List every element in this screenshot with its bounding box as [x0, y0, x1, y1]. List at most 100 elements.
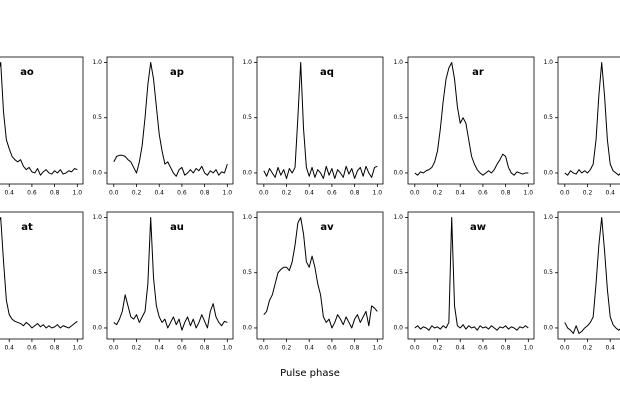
x-tick-label: 0.4: [4, 190, 14, 197]
x-tick-label: 1.0: [524, 190, 534, 197]
axes-frame: [106, 211, 234, 340]
axes-frame: [557, 211, 620, 340]
x-tick-label: 0.4: [154, 345, 164, 352]
y-tick-label: 1.0: [543, 214, 553, 221]
y-tick-label: 1.0: [92, 214, 102, 221]
x-tick-label: 0.4: [605, 345, 615, 352]
y-tick-label: 0.0: [92, 169, 102, 176]
x-tick-label: 0.2: [583, 190, 593, 197]
x-axis-label: Pulse phase: [280, 368, 340, 379]
x-tick-label: 0.0: [109, 345, 119, 352]
pulse-profile: [414, 62, 529, 176]
x-tick-label: 0.0: [410, 190, 420, 197]
x-tick-label: 0.2: [583, 345, 593, 352]
y-tick-label: 1.0: [242, 59, 252, 66]
panel-title: ao: [20, 67, 34, 78]
x-tick-label: 0.2: [282, 345, 292, 352]
x-tick-label: 1.0: [73, 190, 83, 197]
panel: 0.00.20.40.60.81.00.00.51.0: [543, 56, 620, 197]
x-tick-label: 1.0: [373, 190, 383, 197]
x-tick-label: 0.4: [154, 190, 164, 197]
x-tick-label: 0.8: [50, 190, 60, 197]
x-tick-label: 0.6: [177, 345, 187, 352]
pulse-profile: [263, 62, 378, 179]
x-tick-label: 0.4: [304, 345, 314, 352]
pulse-profile: [564, 217, 620, 334]
x-tick-label: 0.6: [27, 345, 37, 352]
x-tick-label: 0.6: [327, 345, 337, 352]
y-tick-label: 1.0: [543, 59, 553, 66]
x-tick-label: 0.4: [4, 345, 14, 352]
panel-title: aq: [320, 67, 334, 78]
y-tick-label: 0.0: [393, 324, 403, 331]
axes-frame: [407, 211, 535, 340]
panel: 0.0 0.2 0.4 0.6 0.8 1.0 0.0 0.5 1.0 ap: [92, 56, 234, 197]
axes-frame: [0, 56, 84, 185]
y-tick-label: 0.5: [242, 269, 252, 276]
x-tick-label: 0.0: [410, 345, 420, 352]
x-tick-label: 0.6: [478, 190, 488, 197]
y-tick-label: 1.0: [242, 214, 252, 221]
y-tick-label: 0.5: [242, 114, 252, 121]
y-tick-label: 0.5: [92, 269, 102, 276]
x-tick-label: 0.2: [132, 190, 142, 197]
y-tick-label: 1.0: [393, 214, 403, 221]
pulse-profile: [113, 217, 228, 331]
x-tick-label: 1.0: [373, 345, 383, 352]
x-tick-label: 0.0: [109, 190, 119, 197]
y-tick-label: 0.5: [92, 114, 102, 121]
panel-title: av: [320, 222, 334, 233]
panel: 0.0 0.2 0.4 0.6 0.8 1.0 0.0 0.5 1.0 aq: [242, 56, 384, 197]
x-tick-label: 1.0: [223, 190, 233, 197]
x-tick-label: 0.4: [304, 190, 314, 197]
y-tick-label: 0.0: [242, 169, 252, 176]
x-tick-label: 0.8: [501, 190, 511, 197]
panel-title: ar: [472, 67, 484, 78]
y-tick-label: 0.5: [393, 114, 403, 121]
x-tick-label: 0.8: [350, 345, 360, 352]
x-tick-label: 0.2: [132, 345, 142, 352]
axes-frame: [557, 56, 620, 185]
axes-frame: [256, 56, 384, 185]
x-tick-label: 0.2: [433, 345, 443, 352]
x-tick-label: 0.8: [50, 345, 60, 352]
axes-frame: [0, 211, 84, 340]
x-tick-label: 1.0: [223, 345, 233, 352]
x-tick-label: 1.0: [524, 345, 534, 352]
x-tick-label: 0.8: [200, 190, 210, 197]
x-tick-label: 0.4: [605, 190, 615, 197]
y-tick-label: 0.0: [543, 169, 553, 176]
panel-title: at: [21, 222, 33, 233]
axes-frame: [256, 211, 384, 340]
y-tick-label: 0.5: [393, 269, 403, 276]
panel-title: aw: [470, 222, 486, 233]
y-tick-label: 0.0: [242, 324, 252, 331]
pulse-profile: [414, 217, 529, 331]
panel: 0.00.20.40.60.81.00.00.51.0at: [0, 211, 84, 352]
pulse-profile: [113, 62, 228, 177]
y-tick-label: 0.5: [543, 114, 553, 121]
x-tick-label: 0.0: [259, 190, 269, 197]
x-tick-label: 1.0: [73, 345, 83, 352]
panel: 0.0 0.2 0.4 0.6 0.8 1.0 0.0 0.5 1.0 au: [92, 211, 234, 352]
x-tick-label: 0.6: [478, 345, 488, 352]
y-tick-label: 1.0: [92, 59, 102, 66]
y-tick-label: 0.0: [92, 324, 102, 331]
panel-title: au: [170, 222, 184, 233]
pulse-profile: [263, 217, 378, 329]
panel-title: ap: [170, 67, 184, 78]
panel: 0.0 0.2 0.4 0.6 0.8 1.0 0.0 0.5 1.0 ar: [393, 56, 535, 197]
x-tick-label: 0.2: [282, 190, 292, 197]
x-tick-label: 0.8: [350, 190, 360, 197]
x-tick-label: 0.0: [560, 345, 570, 352]
x-tick-label: 0.2: [433, 190, 443, 197]
x-tick-label: 0.4: [455, 190, 465, 197]
y-tick-label: 0.0: [393, 169, 403, 176]
y-tick-label: 0.0: [543, 324, 553, 331]
panel: 0.0 0.2 0.4 0.6 0.8 1.0 0.0 0.5 1.0 av: [242, 211, 384, 352]
y-tick-label: 0.5: [543, 269, 553, 276]
pulse-profile: [0, 62, 78, 176]
pulse-profile: [0, 217, 78, 329]
